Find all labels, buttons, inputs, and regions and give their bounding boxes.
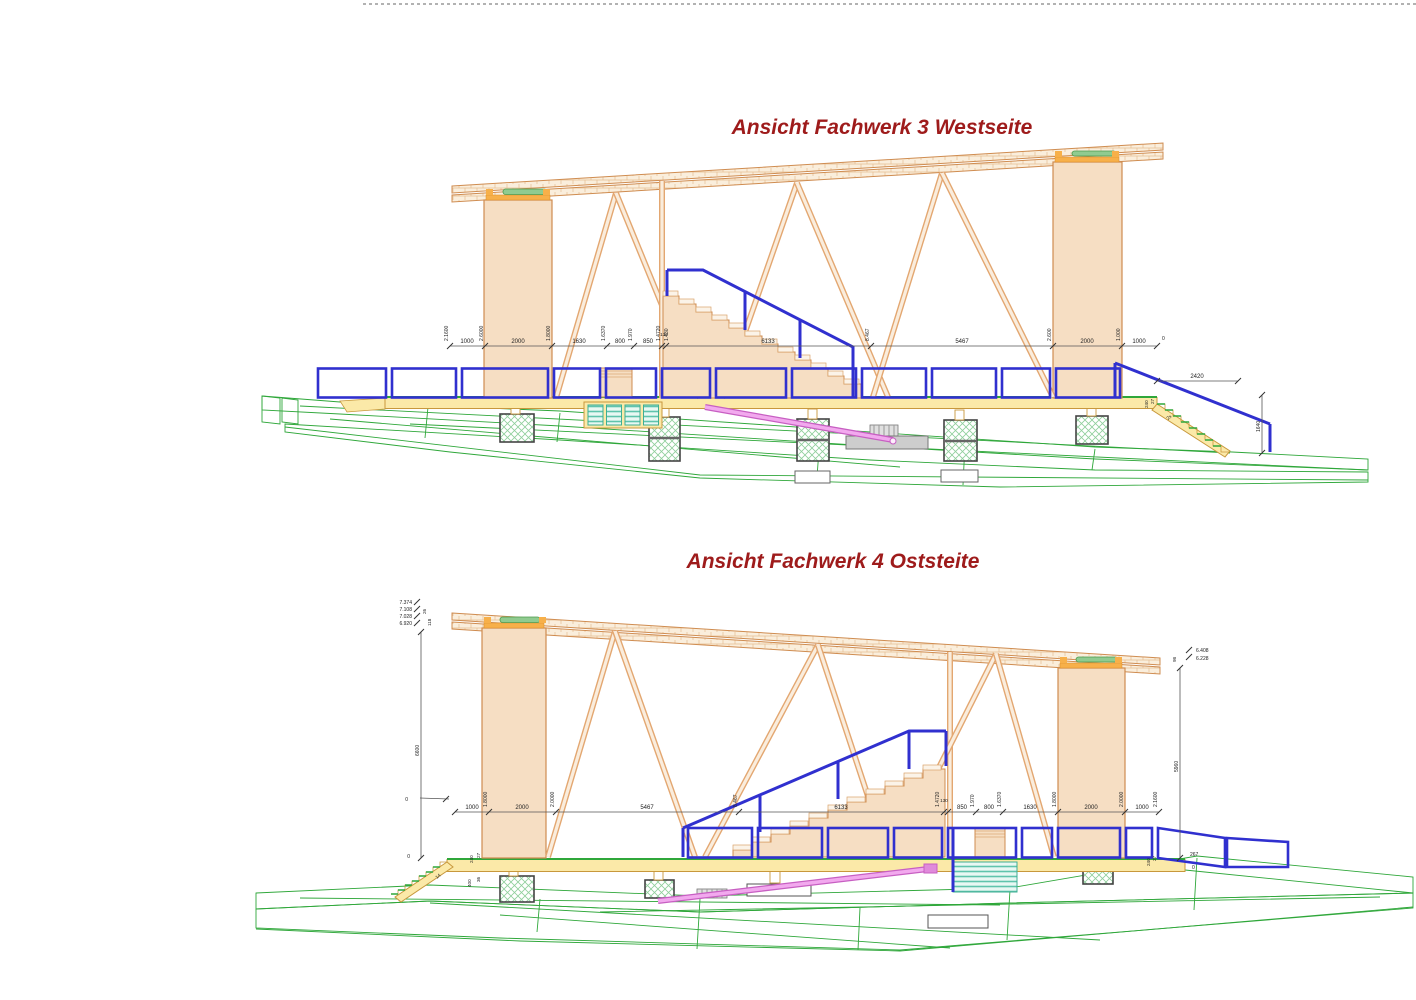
roof-connection-icon [483, 616, 1123, 669]
deck-label: 240 [469, 855, 474, 863]
stair-railing-east [681, 729, 948, 857]
dim-label: 6133 [834, 805, 848, 811]
elev-label: 26 [422, 608, 427, 614]
deck-label: 36 [476, 876, 481, 882]
elev-label: 1.8000 [483, 791, 489, 807]
elevation-stack-right: 6.408 6.228 98 5960 267 0 240 27 [1146, 646, 1209, 871]
elev-label: 1.6370 [601, 325, 607, 341]
roof-beam-west [451, 142, 1164, 203]
grandstand-stairs-east [732, 764, 1006, 859]
dim-label: 2000 [1084, 805, 1098, 811]
deck-label: 240 [1146, 858, 1151, 866]
dim-label: 850 [957, 805, 968, 811]
dim-label: 1000 [465, 805, 479, 811]
dim-label: 2420 [1190, 374, 1204, 380]
dim-label: 1640 [1256, 421, 1262, 432]
deck-label: 240 [1144, 400, 1149, 408]
exit-stair-dims-west: 2420 1640 2x 240 27 [1144, 374, 1266, 457]
ramp-west [704, 404, 929, 450]
elev-label: 118 [427, 618, 432, 626]
grandstand-stairs-west [599, 290, 862, 399]
elev-label: 6.228 [1196, 656, 1209, 662]
drawing2-title: Ansicht Fachwerk 4 Oststeite [686, 550, 980, 573]
elev-label: 1.000 [1116, 328, 1122, 341]
dim-label: 6600 [415, 745, 421, 756]
dim-label: 5960 [1174, 761, 1180, 772]
deck-label: 27 [1152, 855, 1157, 861]
elev-label: 1.430 [664, 328, 670, 341]
roof-connection-icon [485, 150, 1120, 201]
exit-stairs-west [1151, 403, 1231, 458]
elev-label: 6.920 [399, 621, 412, 627]
deck-label: 400 [467, 879, 472, 887]
elev-label: 8.467 [865, 328, 871, 341]
elev-label: 2.600 [1047, 328, 1053, 341]
dimension-chain-west: 1000 2000 1630 800 850 130 6133 5467 200… [444, 325, 1165, 350]
zero-label: 0 [1192, 865, 1195, 871]
dim-label: 1000 [1132, 339, 1146, 345]
deck-east [446, 858, 1186, 872]
elev-label: 8.467 [733, 794, 739, 807]
louver-panel-west [583, 401, 663, 429]
roof-beam-east [451, 612, 1161, 675]
drawing1-title: Ansicht Fachwerk 3 Westseite [731, 116, 1033, 139]
dim-label: 1630 [1023, 805, 1037, 811]
elev-label: 7.108 [399, 607, 412, 613]
slope-label: 2x [1165, 413, 1172, 420]
dim-label: 2000 [511, 339, 525, 345]
dim-label: 5467 [640, 805, 654, 811]
elev-label: 1.6370 [997, 791, 1003, 807]
dim-label: 130 [940, 798, 948, 803]
elev-label: 2.1600 [1153, 791, 1159, 807]
deck-label: 27 [1150, 398, 1155, 404]
elev-label: 98 [1172, 656, 1177, 662]
elev-label: 1.8000 [1052, 791, 1058, 807]
dimension-chain-east: 1000 2000 5467 6133 130 850 800 1630 200… [451, 791, 1163, 816]
dim-label: 130 [660, 332, 668, 337]
zero-label: 0 [1162, 336, 1165, 342]
ramp-east [657, 863, 938, 904]
dim-label: 1630 [572, 339, 586, 345]
stair-railing-west [665, 268, 855, 397]
exit-stair-railing-west [1113, 361, 1272, 452]
elev-label: 7.028 [399, 614, 412, 620]
underdeck-stair-east [951, 828, 1018, 893]
elev-label: 2.0000 [1119, 791, 1125, 807]
elev-label: 1.970 [970, 794, 976, 807]
dim-label: 1000 [460, 339, 474, 345]
elev-label: 1.970 [628, 328, 634, 341]
elevation-stack-left: 7.374 7.108 7.028 6.920 26 118 6600 0 0 … [399, 598, 481, 887]
exit-stairs-east: 14 [391, 861, 454, 903]
zero-label: 0 [405, 797, 408, 803]
guardrail-east [681, 729, 1290, 869]
columns-east [481, 616, 1126, 859]
dim-label: 2000 [1080, 339, 1094, 345]
dim-label: 6133 [761, 339, 775, 345]
dim-label: 2000 [515, 805, 529, 811]
dim-label: 850 [643, 339, 654, 345]
drawing-westseite: Ansicht Fachwerk 3 Westseite [261, 116, 1369, 488]
elev-label: 6.408 [1196, 648, 1209, 654]
deck-west [339, 396, 1158, 413]
truss-members-west [553, 171, 1056, 400]
elev-label: 1.8000 [546, 325, 552, 341]
elev-label: 7.374 [399, 600, 412, 606]
elev-label: 2.0000 [550, 791, 556, 807]
dim-label: 800 [615, 339, 626, 345]
dim-label: 5467 [955, 339, 969, 345]
slope-label: 14 [434, 872, 441, 879]
elev-label: 1.4720 [935, 791, 941, 807]
dim-label: 267 [1190, 852, 1199, 858]
guardrail-west [316, 268, 1272, 452]
deck-label: 27 [476, 852, 481, 858]
elev-label: 2.6000 [479, 325, 485, 341]
elev-label: 2.1600 [444, 325, 450, 341]
zero-label: 0 [407, 854, 410, 860]
elev-label: 1.4720 [656, 325, 662, 341]
dim-label: 1000 [1135, 805, 1149, 811]
drawing-oststeite: Ansicht Fachwerk 4 Oststeite [255, 550, 1414, 952]
dim-label: 800 [984, 805, 995, 811]
